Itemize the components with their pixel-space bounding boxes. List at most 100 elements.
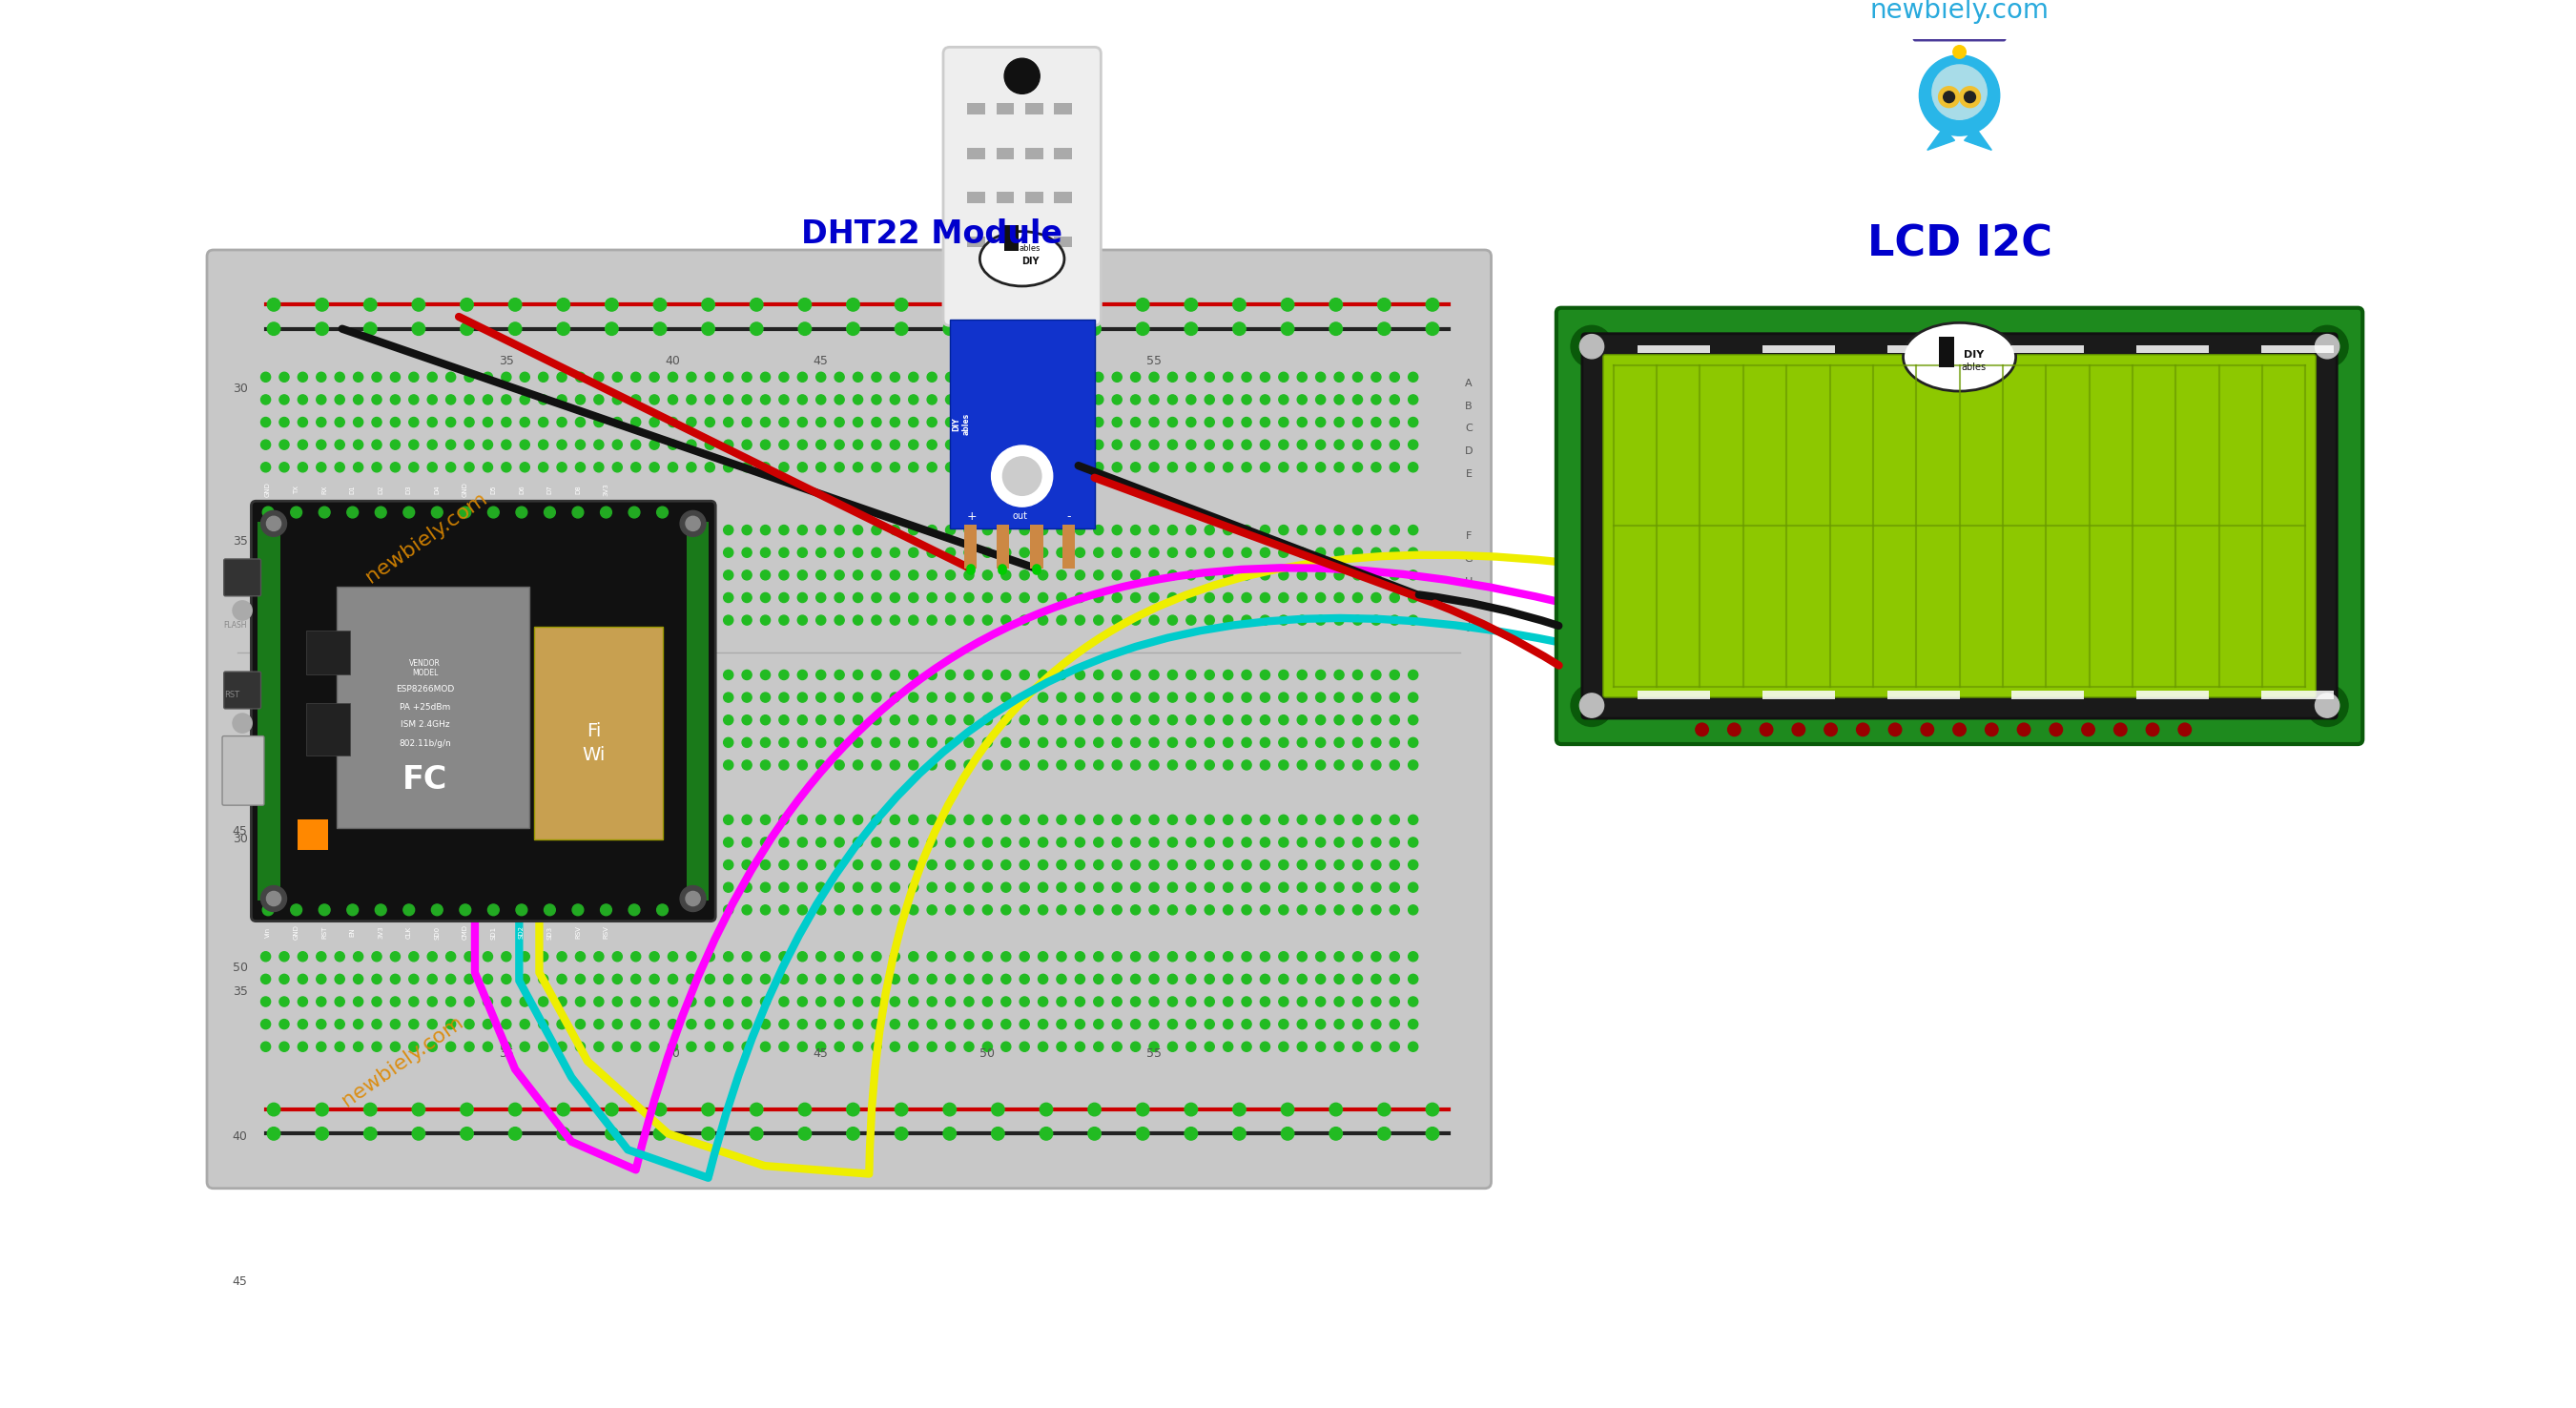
Circle shape xyxy=(1316,372,1327,382)
Circle shape xyxy=(260,615,270,625)
Circle shape xyxy=(1329,1128,1342,1140)
Circle shape xyxy=(335,1019,345,1029)
Circle shape xyxy=(853,1019,863,1029)
Circle shape xyxy=(1167,670,1177,680)
Circle shape xyxy=(688,883,696,893)
Circle shape xyxy=(1953,45,1965,58)
Circle shape xyxy=(265,891,281,905)
Circle shape xyxy=(1149,462,1159,472)
Circle shape xyxy=(1234,298,1247,311)
Circle shape xyxy=(613,715,623,725)
Circle shape xyxy=(613,905,623,915)
Circle shape xyxy=(817,997,827,1007)
Circle shape xyxy=(461,322,474,335)
Circle shape xyxy=(1391,394,1399,404)
Circle shape xyxy=(1113,815,1121,825)
Circle shape xyxy=(1020,670,1030,680)
Circle shape xyxy=(392,570,399,580)
Circle shape xyxy=(1038,760,1048,770)
Circle shape xyxy=(260,860,270,870)
Circle shape xyxy=(1185,394,1195,404)
Circle shape xyxy=(520,372,531,382)
Circle shape xyxy=(353,439,363,449)
Circle shape xyxy=(706,997,714,1007)
Circle shape xyxy=(1167,462,1177,472)
Circle shape xyxy=(363,322,376,335)
Circle shape xyxy=(595,883,603,893)
Circle shape xyxy=(353,693,363,703)
Circle shape xyxy=(742,1042,752,1052)
Circle shape xyxy=(299,548,307,558)
Circle shape xyxy=(1316,615,1327,625)
Circle shape xyxy=(502,883,510,893)
Circle shape xyxy=(1316,883,1327,893)
Circle shape xyxy=(1280,322,1293,335)
Circle shape xyxy=(1002,838,1010,848)
Circle shape xyxy=(319,904,330,915)
Circle shape xyxy=(654,298,667,311)
Bar xyxy=(1762,691,1834,698)
Circle shape xyxy=(464,525,474,535)
Circle shape xyxy=(1329,1102,1342,1117)
Circle shape xyxy=(945,439,956,449)
Circle shape xyxy=(688,815,696,825)
Circle shape xyxy=(1185,570,1195,580)
Circle shape xyxy=(2179,724,2192,736)
Circle shape xyxy=(927,439,938,449)
Circle shape xyxy=(1206,548,1213,558)
Circle shape xyxy=(1278,548,1288,558)
Circle shape xyxy=(927,860,938,870)
Bar xyxy=(1054,191,1072,203)
Circle shape xyxy=(556,670,567,680)
Circle shape xyxy=(654,1102,667,1117)
Circle shape xyxy=(613,952,623,962)
Circle shape xyxy=(1260,615,1270,625)
Circle shape xyxy=(446,715,456,725)
Circle shape xyxy=(909,1042,917,1052)
Circle shape xyxy=(631,693,641,703)
Text: RST: RST xyxy=(322,926,327,939)
Circle shape xyxy=(317,439,327,449)
Circle shape xyxy=(688,760,696,770)
Circle shape xyxy=(410,417,417,427)
Circle shape xyxy=(1149,593,1159,603)
Circle shape xyxy=(464,1042,474,1052)
Circle shape xyxy=(799,760,806,770)
Circle shape xyxy=(520,952,531,962)
Circle shape xyxy=(556,417,567,427)
Circle shape xyxy=(335,615,345,625)
Circle shape xyxy=(1149,952,1159,962)
Circle shape xyxy=(299,417,307,427)
Circle shape xyxy=(299,715,307,725)
Circle shape xyxy=(706,838,714,848)
Circle shape xyxy=(631,462,641,472)
Circle shape xyxy=(605,1128,618,1140)
Circle shape xyxy=(706,760,714,770)
Circle shape xyxy=(1960,86,1981,107)
Circle shape xyxy=(688,570,696,580)
Circle shape xyxy=(649,615,659,625)
Circle shape xyxy=(353,417,363,427)
Circle shape xyxy=(1185,838,1195,848)
Circle shape xyxy=(1185,715,1195,725)
Bar xyxy=(688,522,708,900)
Circle shape xyxy=(1370,1042,1381,1052)
Circle shape xyxy=(1038,997,1048,1007)
Circle shape xyxy=(1260,372,1270,382)
Circle shape xyxy=(1020,394,1030,404)
Circle shape xyxy=(799,394,806,404)
Circle shape xyxy=(1149,417,1159,427)
Circle shape xyxy=(778,548,788,558)
Circle shape xyxy=(981,417,992,427)
Circle shape xyxy=(835,974,845,984)
Circle shape xyxy=(1149,760,1159,770)
Circle shape xyxy=(835,394,845,404)
Circle shape xyxy=(1074,570,1084,580)
Circle shape xyxy=(706,738,714,748)
Circle shape xyxy=(1113,615,1121,625)
Circle shape xyxy=(1038,715,1048,725)
Circle shape xyxy=(1242,715,1252,725)
Circle shape xyxy=(317,883,327,893)
Circle shape xyxy=(629,904,639,915)
Circle shape xyxy=(1020,715,1030,725)
